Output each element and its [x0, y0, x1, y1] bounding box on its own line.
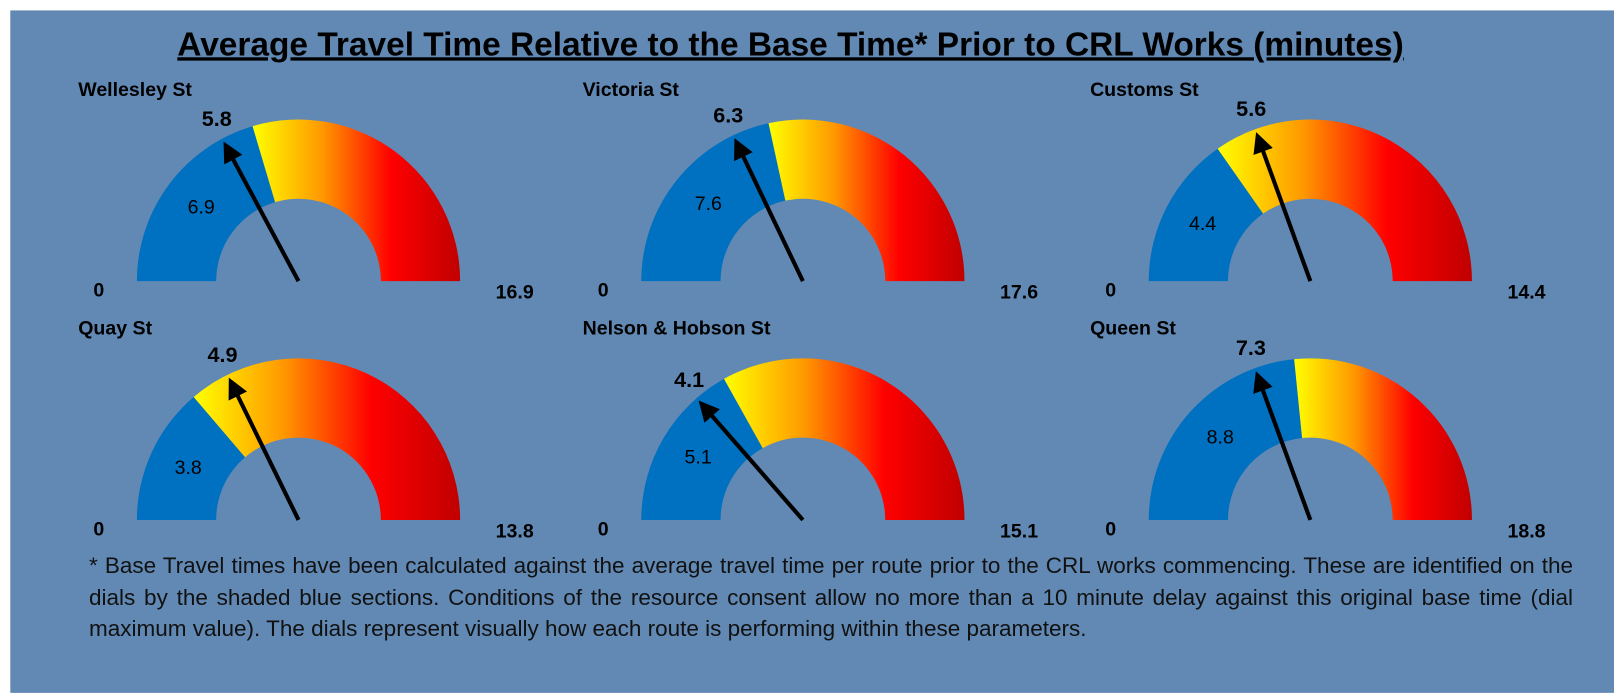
base-label: 8.8	[1207, 427, 1234, 449]
min-label: 0	[1105, 518, 1116, 540]
footnote: * Base Travel times have been calculated…	[89, 553, 1573, 641]
delay-sector	[1294, 358, 1472, 520]
base-sector	[136, 126, 276, 282]
base-label: 7.6	[695, 193, 722, 215]
base-sector	[641, 378, 763, 520]
min-label: 0	[1105, 280, 1116, 302]
max-label: 16.9	[496, 282, 534, 304]
base-sector	[641, 123, 786, 282]
gauge-title: Wellesley St	[78, 79, 192, 101]
value-label: 5.6	[1236, 96, 1266, 121]
needle	[1253, 132, 1313, 282]
delay-sector	[1217, 119, 1472, 282]
delay-sector	[724, 358, 965, 520]
max-label: 15.1	[1000, 520, 1038, 542]
gauge-title: Nelson & Hobson St	[583, 318, 771, 340]
gauge-title: Customs St	[1090, 79, 1199, 101]
delay-sector	[768, 119, 965, 282]
value-label: 7.3	[1236, 335, 1266, 360]
value-label: 4.9	[207, 342, 237, 367]
base-label: 6.9	[188, 197, 215, 219]
gauge-title: Quay St	[78, 318, 152, 340]
gauge-title: Victoria St	[583, 79, 680, 101]
value-label: 5.8	[202, 106, 232, 131]
needle	[223, 141, 301, 283]
max-label: 18.8	[1507, 520, 1545, 542]
chart-title: Average Travel Time Relative to the Base…	[177, 26, 1403, 63]
base-sector	[1148, 359, 1303, 520]
gauge-title: Queen St	[1090, 318, 1176, 340]
needle	[698, 400, 805, 522]
delay-sector	[193, 358, 461, 520]
value-label: 4.1	[674, 367, 704, 392]
needle	[734, 138, 805, 283]
needle	[1253, 371, 1313, 521]
needle	[228, 377, 301, 521]
max-label: 17.6	[1000, 282, 1038, 304]
base-label: 3.8	[175, 457, 202, 479]
max-label: 14.4	[1507, 282, 1545, 304]
min-label: 0	[93, 280, 104, 302]
base-label: 4.4	[1189, 213, 1216, 235]
min-label: 0	[93, 518, 104, 540]
min-label: 0	[598, 518, 609, 540]
delay-sector	[252, 119, 461, 282]
base-sector	[136, 396, 246, 520]
value-label: 6.3	[713, 103, 743, 128]
max-label: 13.8	[496, 520, 534, 542]
min-label: 0	[598, 280, 609, 302]
base-label: 5.1	[685, 447, 712, 469]
base-sector	[1148, 148, 1264, 282]
